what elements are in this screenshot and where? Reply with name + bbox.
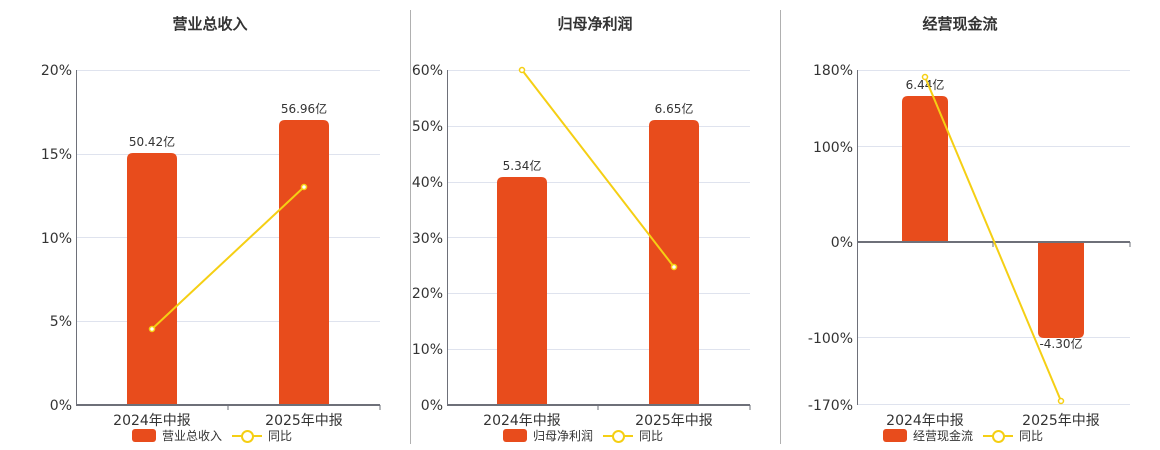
x-label: 2024年中报 [113, 413, 191, 429]
chart-panel-revenue: 营业总收入 20% 15% 10% 5% 0% 50.42亿 56.96亿 20… [0, 0, 400, 450]
yoy-line [924, 76, 1062, 402]
yoy-point[interactable] [148, 325, 156, 333]
legend-line-icon[interactable] [603, 429, 634, 443]
chart-revenue: 20% 15% 10% 5% 0% 50.42亿 56.96亿 2024年中报 … [41, 63, 381, 429]
bar-2024[interactable] [127, 153, 177, 405]
legend-line-icon[interactable] [983, 429, 1014, 443]
bar-label: 6.65亿 [655, 101, 694, 116]
bar-2024[interactable] [497, 177, 547, 405]
legend-bar-label[interactable]: 归母净利润 [533, 429, 594, 443]
legend-line-label[interactable]: 同比 [1019, 429, 1044, 443]
y-tick: 20% [41, 63, 72, 79]
bar-label: 5.34亿 [503, 158, 542, 173]
chart-net-profit: 60% 50% 40% 30% 20% 10% 0% 5.34亿 6.65亿 2… [412, 63, 751, 429]
bar-2024[interactable] [902, 96, 948, 242]
legend-bar-label[interactable]: 营业总收入 [162, 429, 223, 443]
y-tick: 180% [813, 63, 853, 79]
yoy-point[interactable] [518, 66, 526, 74]
bar-2025[interactable] [649, 120, 699, 405]
bar-label: 50.42亿 [129, 134, 175, 149]
y-tick: 15% [41, 147, 72, 163]
legend: 归母净利润 同比 [503, 427, 663, 444]
y-tick: 10% [41, 231, 72, 247]
yoy-point[interactable] [1057, 397, 1065, 405]
y-tick: 0% [831, 235, 853, 251]
x-label: 2025年中报 [635, 413, 713, 429]
chart-title: 经营现金流 [922, 15, 998, 33]
legend-bar-swatch[interactable] [883, 429, 907, 442]
y-tick: 30% [412, 231, 443, 247]
chart-title: 归母净利润 [557, 15, 633, 33]
x-label: 2025年中报 [265, 413, 343, 429]
y-tick: 40% [412, 175, 443, 191]
y-tick: 50% [412, 119, 443, 135]
yoy-line [521, 69, 675, 268]
chart-title: 营业总收入 [172, 15, 248, 33]
bar-2025[interactable] [1038, 242, 1084, 338]
x-label: 2024年中报 [483, 413, 561, 429]
bar-label: -4.30亿 [1039, 336, 1082, 351]
legend-bar-swatch[interactable] [503, 429, 527, 442]
y-tick: 10% [412, 342, 443, 358]
y-tick: 0% [50, 398, 72, 414]
yoy-point[interactable] [921, 73, 929, 81]
chart-panel-net-profit: 归母净利润 60% 50% 40% 30% 20% 10% 0% 5.34亿 6… [412, 15, 751, 444]
legend-line-label[interactable]: 同比 [268, 429, 293, 443]
x-label: 2025年中报 [1022, 413, 1100, 429]
y-tick: -170% [808, 398, 853, 414]
legend-bar-label[interactable]: 经营现金流 [913, 429, 974, 443]
divider [410, 10, 411, 444]
y-tick: 0% [421, 398, 443, 414]
yoy-line [151, 186, 305, 330]
legend: 经营现金流 同比 [883, 427, 1043, 444]
x-label: 2024年中报 [886, 413, 964, 429]
y-tick: 5% [50, 314, 72, 330]
bar-2025[interactable] [279, 120, 329, 405]
yoy-point[interactable] [670, 263, 678, 271]
bar-label: 6.44亿 [906, 77, 945, 92]
bar-label: 56.96亿 [281, 101, 327, 116]
y-tick: -100% [808, 331, 853, 347]
y-tick: 100% [813, 140, 853, 156]
legend: 营业总收入 同比 [132, 427, 292, 444]
legend-line-icon[interactable] [232, 429, 263, 443]
y-tick: 20% [412, 286, 443, 302]
legend-bar-swatch[interactable] [132, 429, 156, 442]
y-tick: 60% [412, 63, 443, 79]
divider [780, 10, 781, 444]
yoy-point[interactable] [300, 183, 308, 191]
legend-line-label[interactable]: 同比 [639, 429, 664, 443]
